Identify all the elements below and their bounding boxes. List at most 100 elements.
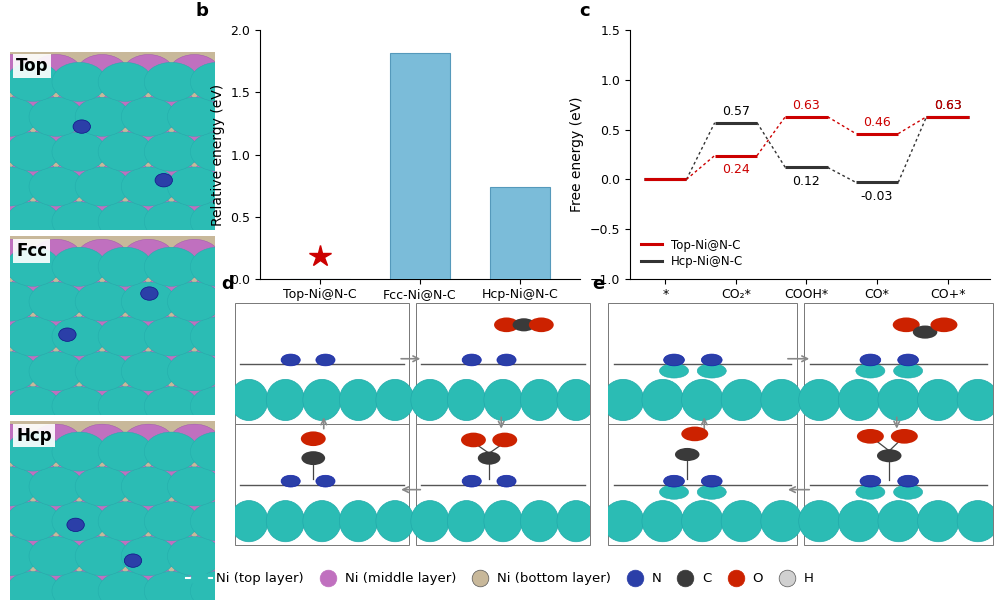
Ellipse shape [557, 501, 595, 542]
Ellipse shape [339, 501, 378, 542]
Ellipse shape [12, 330, 54, 361]
Ellipse shape [930, 318, 957, 332]
Ellipse shape [127, 480, 169, 510]
Ellipse shape [957, 501, 999, 542]
Ellipse shape [169, 309, 220, 347]
Text: 0.46: 0.46 [863, 116, 891, 129]
Ellipse shape [0, 159, 13, 197]
Ellipse shape [0, 261, 8, 291]
Ellipse shape [75, 237, 129, 276]
Ellipse shape [697, 485, 726, 499]
Ellipse shape [121, 422, 175, 461]
Text: b: b [196, 2, 209, 21]
Ellipse shape [121, 237, 175, 276]
Ellipse shape [150, 215, 192, 245]
Ellipse shape [701, 354, 722, 366]
Ellipse shape [150, 145, 192, 176]
Ellipse shape [53, 459, 105, 497]
Ellipse shape [230, 501, 268, 542]
Ellipse shape [52, 247, 106, 286]
Ellipse shape [478, 451, 500, 465]
Ellipse shape [891, 429, 918, 444]
Ellipse shape [447, 379, 486, 421]
Ellipse shape [838, 501, 880, 542]
Ellipse shape [104, 145, 146, 176]
Ellipse shape [913, 325, 937, 339]
Ellipse shape [127, 250, 169, 281]
Ellipse shape [7, 159, 59, 197]
Ellipse shape [0, 250, 31, 281]
Ellipse shape [190, 62, 245, 101]
Ellipse shape [197, 145, 238, 176]
Ellipse shape [316, 475, 335, 487]
Ellipse shape [75, 282, 129, 321]
Ellipse shape [167, 351, 222, 391]
Bar [416, 303, 590, 424]
Ellipse shape [0, 62, 14, 101]
Ellipse shape [76, 124, 128, 162]
Ellipse shape [127, 550, 169, 581]
Text: Fcc: Fcc [16, 242, 47, 260]
Ellipse shape [12, 215, 54, 245]
Ellipse shape [0, 365, 31, 396]
Ellipse shape [197, 330, 238, 361]
Bar [804, 424, 993, 545]
Ellipse shape [0, 239, 36, 278]
Ellipse shape [197, 445, 238, 476]
Ellipse shape [29, 536, 83, 576]
Ellipse shape [52, 502, 106, 541]
Ellipse shape [174, 435, 215, 465]
Ellipse shape [167, 467, 222, 506]
Ellipse shape [301, 451, 325, 465]
Ellipse shape [174, 295, 215, 326]
Ellipse shape [462, 354, 481, 366]
Ellipse shape [52, 432, 106, 471]
Ellipse shape [122, 564, 174, 602]
Ellipse shape [6, 202, 60, 241]
Ellipse shape [58, 445, 100, 476]
Ellipse shape [121, 351, 175, 391]
Text: e: e [593, 275, 605, 293]
Ellipse shape [75, 351, 129, 391]
Ellipse shape [53, 274, 105, 312]
Ellipse shape [35, 180, 77, 211]
Ellipse shape [197, 515, 238, 545]
Ellipse shape [918, 379, 959, 421]
Ellipse shape [197, 400, 238, 430]
Ellipse shape [721, 379, 763, 421]
Ellipse shape [144, 62, 198, 101]
Ellipse shape [52, 132, 106, 171]
Ellipse shape [0, 145, 8, 176]
Ellipse shape [122, 309, 174, 347]
Ellipse shape [0, 379, 36, 417]
Ellipse shape [98, 247, 152, 286]
Ellipse shape [697, 364, 726, 378]
Ellipse shape [127, 365, 169, 396]
Ellipse shape [190, 132, 245, 171]
Ellipse shape [0, 445, 8, 476]
Ellipse shape [67, 518, 84, 531]
Ellipse shape [856, 485, 885, 499]
Ellipse shape [53, 344, 105, 382]
Ellipse shape [0, 55, 36, 93]
Ellipse shape [174, 180, 215, 211]
Ellipse shape [660, 485, 689, 499]
Ellipse shape [145, 414, 197, 451]
Ellipse shape [52, 317, 106, 356]
Ellipse shape [52, 571, 106, 606]
Ellipse shape [81, 550, 123, 581]
Ellipse shape [0, 422, 37, 461]
Ellipse shape [52, 387, 106, 425]
Ellipse shape [169, 424, 220, 462]
Ellipse shape [76, 239, 128, 278]
Ellipse shape [174, 480, 215, 510]
Ellipse shape [99, 599, 151, 606]
Text: 0.24: 0.24 [722, 163, 750, 176]
Ellipse shape [104, 76, 146, 106]
Ellipse shape [81, 180, 123, 211]
Ellipse shape [29, 422, 83, 461]
Ellipse shape [58, 145, 100, 176]
Ellipse shape [898, 354, 918, 366]
Ellipse shape [7, 229, 59, 267]
Ellipse shape [0, 571, 14, 606]
